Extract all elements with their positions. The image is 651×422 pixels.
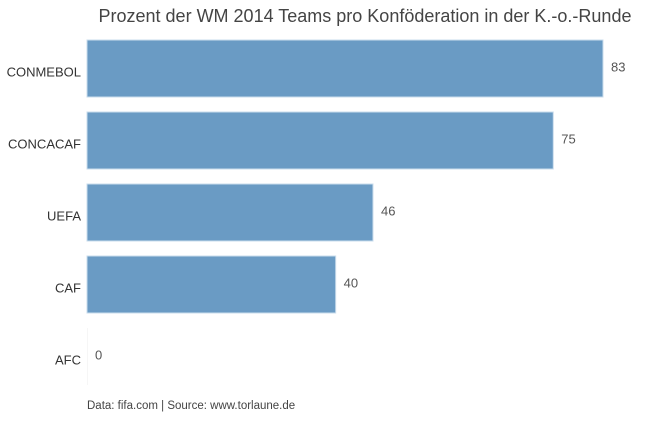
bar-concacaf: [86, 111, 554, 170]
category-label: UEFA: [47, 209, 81, 224]
category-label: CAF: [55, 281, 81, 296]
bar-uefa: [86, 183, 374, 242]
category-label: CONCACAF: [8, 137, 81, 152]
data-label: 0: [95, 348, 102, 363]
bar-conmebol: [86, 39, 604, 98]
bar-afc: [87, 328, 88, 385]
footnote: Data: fifa.com | Source: www.torlaune.de: [87, 400, 295, 412]
data-label: 83: [611, 60, 625, 75]
bar-caf: [86, 255, 337, 314]
chart-title: Prozent der WM 2014 Teams pro Konföderat…: [99, 6, 632, 26]
category-label: CONMEBOL: [7, 65, 81, 80]
category-label: AFC: [55, 353, 81, 368]
data-label: 75: [561, 132, 575, 147]
data-label: 40: [344, 276, 358, 291]
data-label: 46: [381, 204, 395, 219]
